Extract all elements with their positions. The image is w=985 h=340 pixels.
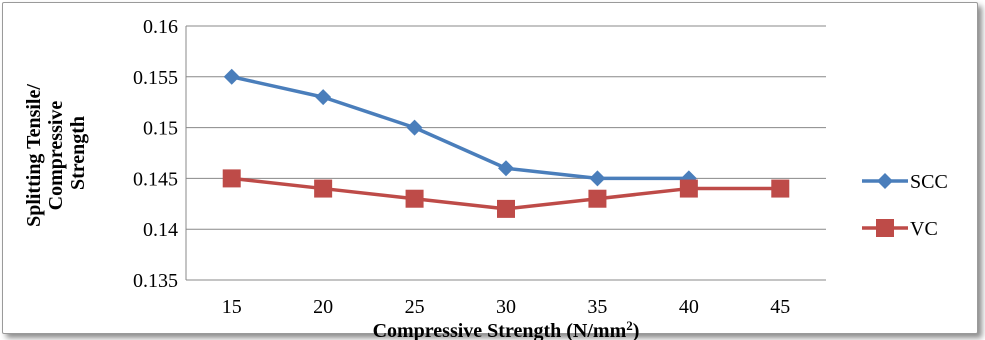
data-point-vc [405,189,424,208]
data-point-vc [314,179,333,198]
y-tick-label: 0.155 [133,67,178,89]
data-point-scc [315,89,332,106]
data-point-scc [223,68,240,85]
series-group [222,68,790,218]
x-axis-ticks: 15 20 25 30 35 40 45 [222,296,791,318]
y-tick-label: 0.16 [143,16,178,38]
legend-item-vc: VC [862,218,938,240]
legend-label: SCC [910,171,948,193]
y-tick-label: 0.15 [143,118,178,140]
x-tick-label: 20 [313,296,333,318]
data-point-vc [588,189,607,208]
legend: SCC VC [862,171,948,240]
chart-frame [2,2,978,334]
x-tick-label: 45 [770,296,790,318]
data-point-vc [679,179,698,198]
legend-marker [877,173,893,189]
legend-marker [876,219,894,237]
legend-label: VC [910,218,938,240]
legend-item-scc: SCC [862,171,948,193]
x-tick-label: 40 [679,296,699,318]
data-point-scc [406,119,423,136]
x-tick-label: 25 [405,296,425,318]
series-line-scc [231,75,689,181]
data-point-scc [498,160,514,177]
x-tick-label: 30 [496,296,516,318]
data-point-scc [589,170,606,187]
data-point-vc [222,169,241,188]
x-tick-label: 15 [222,296,242,318]
grid-lines [185,25,826,281]
y-axis-title: Splitting Tensile/ Compressive Strength [23,79,89,227]
data-point-vc [771,179,790,198]
x-tick-label: 35 [587,296,607,318]
data-point-vc [497,199,515,218]
y-tick-label: 0.145 [133,168,178,190]
y-tick-label: 0.135 [133,270,178,292]
y-axis-ticks: 0.135 0.14 0.145 0.15 0.155 0.16 [133,16,178,292]
x-axis-title: Compressive Strength (N/mm2) [373,318,640,340]
y-tick-label: 0.14 [143,219,178,241]
